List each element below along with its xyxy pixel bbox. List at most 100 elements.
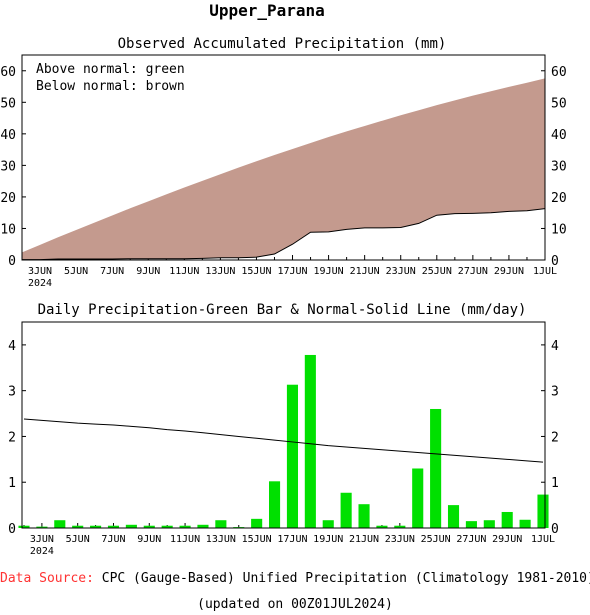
accum-xtick-label: 23JUN (386, 266, 416, 277)
daily-xtick-label: 27JUN (456, 534, 486, 545)
accum-ytick-label-left: 20 (0, 191, 16, 206)
accum-xtick-label: 1JUL (533, 266, 557, 277)
daily-xtick-label: 21JUN (349, 534, 379, 545)
daily-xtick-label: 9JUN (137, 534, 161, 545)
daily-bar (179, 525, 191, 528)
accum-xtick-label: 21JUN (350, 266, 380, 277)
accum-xtick-label: 17JUN (277, 266, 307, 277)
daily-normal-line (23, 418, 544, 463)
accum-ytick-label-right: 60 (551, 65, 567, 80)
accum-ytick-label-right: 30 (551, 159, 567, 174)
accum-xtick-label: 5JUN (64, 266, 88, 277)
daily-bar (430, 408, 442, 528)
accum-xtick-label: 25JUN (422, 266, 452, 277)
daily-bar (251, 518, 263, 528)
data-source-text: CPC (Gauge-Based) Unified Precipitation … (101, 571, 590, 586)
daily-bar (537, 494, 549, 528)
daily-bar (72, 525, 84, 528)
daily-bar (412, 468, 424, 528)
daily-bar (501, 511, 513, 528)
daily-xtick-label: 11JUN (170, 534, 200, 545)
accum-ytick-label-left: 60 (0, 65, 16, 80)
daily-ytick-label-left: 1 (8, 476, 16, 491)
daily-xtick-label: 17JUN (277, 534, 307, 545)
daily-ytick-label-right: 3 (551, 385, 559, 400)
accum-xtick-label: 11JUN (169, 266, 199, 277)
daily-xtick-label: 23JUN (385, 534, 415, 545)
accum-frame (21, 54, 546, 261)
daily-bar (358, 504, 370, 528)
accum-deficit-area (22, 78, 545, 260)
accum-xtick-label: 3JUN (28, 266, 52, 277)
daily-xtick-label: 29JUN (492, 534, 522, 545)
accum-ytick-label-left: 10 (0, 222, 16, 237)
accum-ytick-label-right: 20 (551, 191, 567, 206)
daily-xtick-label: 13JUN (206, 534, 236, 545)
accum-chart-title: Observed Accumulated Precipitation (mm) (118, 36, 447, 52)
daily-xtick-label: 1JUL (531, 534, 555, 545)
legend-above-normal: Above normal: green (36, 62, 185, 77)
accum-ytick-label-left: 50 (0, 96, 16, 111)
daily-bar (394, 525, 406, 528)
daily-bar (215, 520, 227, 528)
accum-ytick-label-left: 40 (0, 128, 16, 143)
accum-xtick-label: 7JUN (100, 266, 124, 277)
page-title: Upper_Parana (209, 1, 325, 20)
daily-frame (21, 321, 546, 529)
daily-bar (54, 520, 66, 528)
daily-xtick-label: 25JUN (421, 534, 451, 545)
daily-ytick-label-left: 0 (8, 522, 16, 537)
daily-ytick-label-right: 1 (551, 476, 559, 491)
accum-observed-line (22, 208, 546, 261)
accum-year-label: 2024 (28, 278, 52, 289)
accum-ytick-label-left: 30 (0, 159, 16, 174)
accum-ytick-label-right: 0 (551, 254, 559, 269)
daily-bar (125, 524, 137, 528)
accum-xtick-label: 19JUN (314, 266, 344, 277)
daily-bar (322, 520, 334, 528)
accum-ytick-label-right: 50 (551, 96, 567, 111)
daily-bar (340, 492, 352, 528)
daily-bar (519, 519, 531, 528)
accum-xtick-label: 15JUN (241, 266, 271, 277)
daily-ytick-label-right: 4 (551, 339, 559, 354)
accum-xtick-label: 27JUN (458, 266, 488, 277)
daily-xtick-label: 7JUN (101, 534, 125, 545)
daily-bar (143, 525, 155, 528)
accum-ytick-label-right: 40 (551, 128, 567, 143)
daily-ytick-label-right: 2 (551, 430, 559, 445)
daily-ytick-label-left: 3 (8, 385, 16, 400)
accum-ytick-label-right: 10 (551, 222, 567, 237)
accum-xtick-label: 9JUN (136, 266, 160, 277)
accum-ytick-label-left: 0 (8, 254, 16, 269)
daily-ytick-label-left: 2 (8, 430, 16, 445)
accum-xtick-label: 29JUN (494, 266, 524, 277)
daily-bar (36, 526, 48, 528)
daily-ytick-label-right: 0 (551, 522, 559, 537)
daily-xtick-label: 19JUN (313, 534, 343, 545)
daily-bar (197, 524, 209, 528)
accum-plot-area: 0 0 10 10 20 20 30 30 40 40 50 50 60 60 3JUN 5JUN 7JUN 9J… (0, 54, 567, 289)
daily-bar (465, 521, 477, 528)
daily-bar (269, 481, 281, 528)
daily-bar (90, 525, 102, 528)
daily-ytick-label-left: 4 (8, 339, 16, 354)
daily-year-label: 2024 (30, 546, 54, 557)
legend-below-normal: Below normal: brown (36, 79, 185, 94)
data-source-label: Data Source: (0, 571, 94, 586)
daily-bar (376, 525, 388, 528)
daily-plot-area: 0 0 1 1 2 2 3 3 4 4 3JUN 5JUN 7JUN 9JUN 11JUN 13JUN 15JU… (8, 321, 559, 557)
daily-bar (107, 525, 120, 528)
updated-timestamp: (updated on 00Z01JUL2024) (197, 597, 393, 612)
daily-bar (18, 525, 30, 528)
data-source-line: Data Source: CPC (Gauge-Based) Unified P… (0, 571, 590, 586)
daily-xtick-label: 3JUN (30, 534, 54, 545)
accum-xtick-label: 13JUN (205, 266, 235, 277)
daily-xtick-label: 5JUN (66, 534, 90, 545)
daily-bar (286, 384, 298, 528)
daily-xtick-label: 15JUN (242, 534, 272, 545)
daily-bar (483, 520, 495, 528)
daily-bar (161, 525, 173, 528)
daily-bar (447, 505, 460, 528)
